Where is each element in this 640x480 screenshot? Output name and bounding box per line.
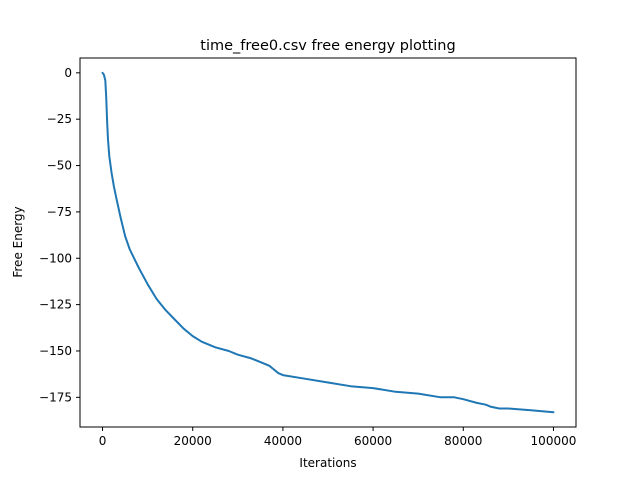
y-tick-label: −175 xyxy=(39,390,72,404)
series-layer xyxy=(101,71,555,414)
y-axis: 0 −25 −50 −75 −100 −125 −150 −175 xyxy=(39,66,80,404)
x-tick-label: 40000 xyxy=(264,434,302,448)
x-axis-label: Iterations xyxy=(299,456,356,470)
y-tick-label: 0 xyxy=(64,66,72,80)
x-tick-label: 60000 xyxy=(354,434,392,448)
x-tick-label: 80000 xyxy=(444,434,482,448)
x-tick-label: 0 xyxy=(99,434,107,448)
y-tick-label: −100 xyxy=(39,251,72,265)
y-tick-label: −125 xyxy=(39,298,72,312)
plot-frame xyxy=(79,57,577,428)
y-tick-label: −25 xyxy=(47,112,72,126)
y-tick-label: −150 xyxy=(39,344,72,358)
y-tick-label: −50 xyxy=(47,159,72,173)
series-line-0 xyxy=(101,71,555,414)
chart-title: time_free0.csv free energy plotting xyxy=(200,38,455,54)
y-tick-label: −75 xyxy=(47,205,72,219)
y-axis-label: Free Energy xyxy=(11,206,25,277)
x-axis: 0 20000 40000 60000 80000 100000 xyxy=(99,427,577,448)
x-tick-label: 100000 xyxy=(531,434,577,448)
x-tick-label: 20000 xyxy=(174,434,212,448)
